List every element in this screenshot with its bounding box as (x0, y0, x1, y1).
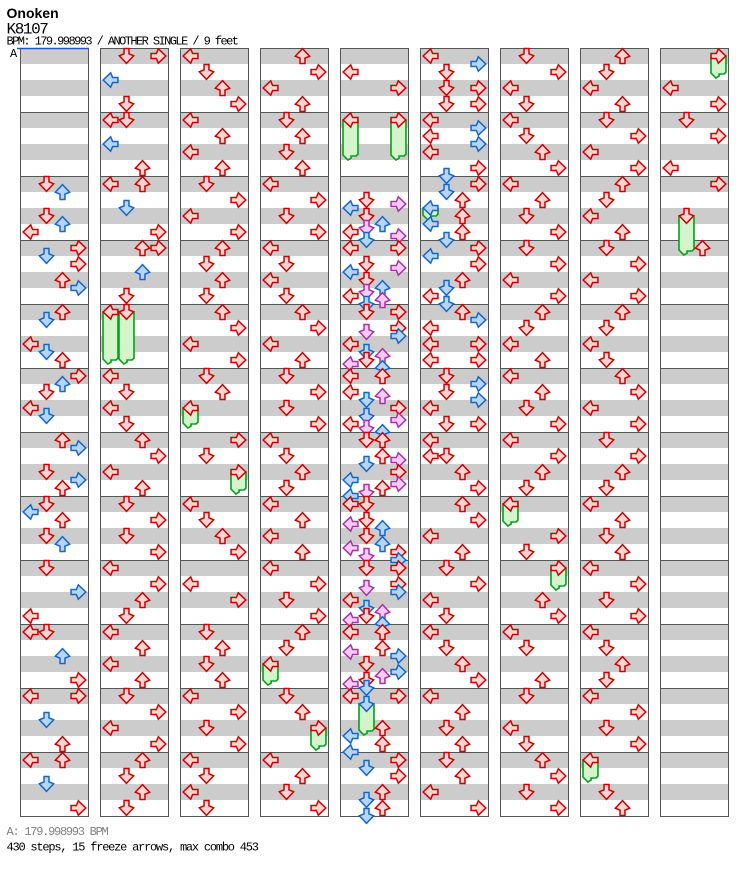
svg-text:430 steps, 15 freeze arrows, m: 430 steps, 15 freeze arrows, max combo 4… (7, 841, 259, 855)
svg-text:K8107: K8107 (7, 20, 49, 38)
svg-text:BPM: 179.998993 / ANOTHER SING: BPM: 179.998993 / ANOTHER SINGLE / 9 fee… (7, 35, 238, 49)
svg-text:A: A (10, 47, 18, 61)
svg-text:Onoken: Onoken (7, 5, 59, 21)
svg-text:A: 179.998993 BPM: A: 179.998993 BPM (7, 825, 109, 839)
